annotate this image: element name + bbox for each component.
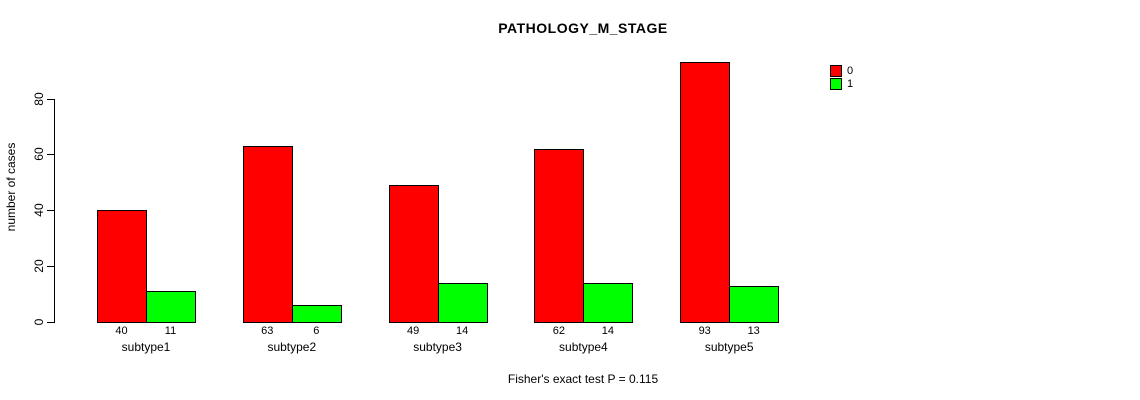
legend-label: 1 <box>847 78 854 90</box>
bar-0-subtype1 <box>97 210 147 323</box>
bar-1-subtype4 <box>583 282 634 323</box>
stat-annotation: Fisher's exact test P = 0.115 <box>507 372 659 386</box>
bar-value-label: 14 <box>455 325 469 337</box>
bar-value-label: 49 <box>406 325 420 337</box>
x-category-label: subtype3 <box>413 340 462 354</box>
bar-0-subtype5 <box>680 62 731 323</box>
y-axis-tick <box>47 154 54 156</box>
bar-value-label: 63 <box>261 325 274 337</box>
bar-value-label: 62 <box>552 325 566 337</box>
bar-value-label: 11 <box>164 325 177 337</box>
chart-title: PATHOLOGY_M_STAGE <box>498 20 668 36</box>
legend-swatch-0 <box>830 65 842 77</box>
bar-1-subtype1 <box>146 291 196 323</box>
bar-1-subtype5 <box>729 285 780 323</box>
y-tick-label: 40 <box>32 203 46 217</box>
bar-value-label: 14 <box>601 325 615 337</box>
y-tick-label: 20 <box>32 259 46 273</box>
x-category-label: subtype5 <box>704 340 754 354</box>
legend-item: 0 <box>830 65 853 77</box>
x-category-label: subtype1 <box>121 340 171 354</box>
y-axis-tick <box>47 266 54 268</box>
bar-value-label: 40 <box>115 325 128 337</box>
bar-0-subtype3 <box>388 185 439 323</box>
y-tick-label: 60 <box>32 147 46 162</box>
x-category-label: subtype2 <box>267 340 317 354</box>
x-category-label: subtype4 <box>559 340 608 354</box>
y-axis-line <box>54 98 55 323</box>
bar-value-label: 13 <box>747 325 760 337</box>
bar-0-subtype4 <box>534 148 585 323</box>
y-tick-label: 0 <box>32 318 46 326</box>
bar-value-label: 6 <box>313 325 320 337</box>
y-axis-tick <box>47 210 54 212</box>
bar-1-subtype3 <box>437 282 488 323</box>
legend-swatch-1 <box>830 78 842 90</box>
y-axis-label: number of cases <box>4 142 18 232</box>
legend-label: 0 <box>847 65 854 77</box>
legend-item: 1 <box>830 78 853 90</box>
bar-0-subtype2 <box>242 145 293 323</box>
y-tick-label: 80 <box>32 91 46 106</box>
y-axis-tick <box>47 322 54 323</box>
bar-1-subtype2 <box>291 305 342 323</box>
bar-value-label: 93 <box>698 325 711 337</box>
y-axis-tick <box>47 98 54 100</box>
